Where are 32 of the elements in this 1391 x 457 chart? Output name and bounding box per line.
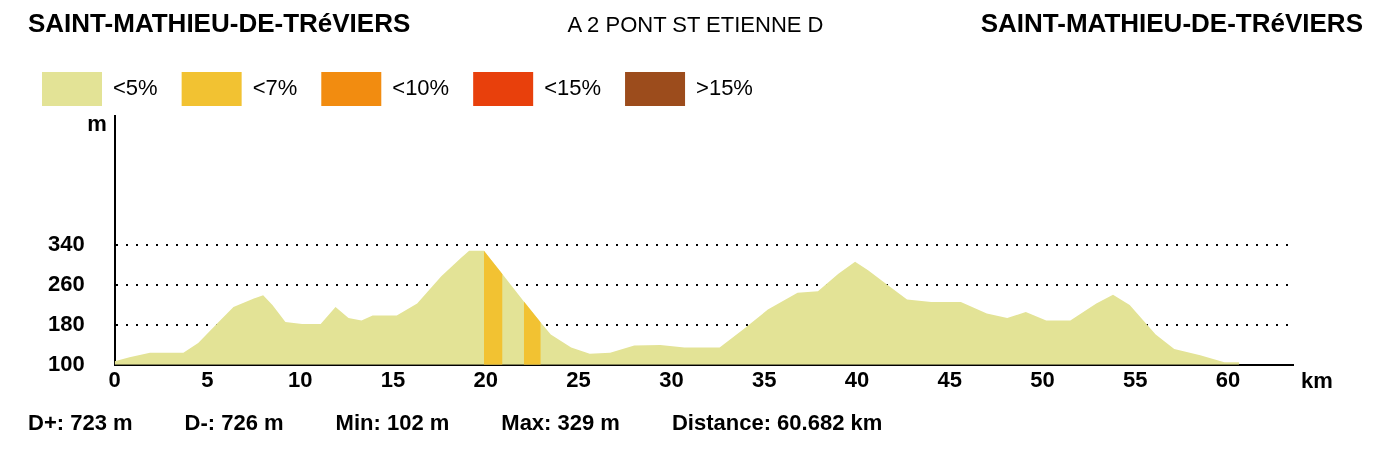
x-tick-label: 10 (288, 367, 313, 393)
legend-label: <7% (252, 75, 298, 101)
y-tick-label: 260 (47, 271, 85, 297)
x-tick-label: 20 (473, 367, 499, 393)
x-tick-label: 0 (108, 367, 121, 393)
legend-label: >15% (696, 75, 753, 101)
legend-label: <15% (544, 75, 602, 101)
x-tick-label: 5 (201, 367, 214, 393)
x-tick-label: 30 (659, 367, 684, 393)
text: D-: 726 m (184, 410, 284, 436)
text: Distance: 60.682 km (671, 410, 883, 436)
y-tick-label: 100 (47, 350, 85, 376)
y-axis-title: m (87, 111, 107, 137)
y-tick-label: 340 (47, 231, 85, 257)
x-tick-label: 60 (1215, 367, 1241, 393)
text: Min: 102 m (335, 410, 450, 436)
x-tick-label: 15 (380, 367, 406, 393)
chart-title: SAINT-MATHIEU-DE-TRéVIERS (28, 8, 411, 39)
legend-label: <5% (113, 75, 158, 101)
x-tick-label: 50 (1030, 367, 1055, 393)
x-tick-label: 55 (1123, 367, 1148, 393)
chart-subtitle: A 2 PONT ST ETIENNE D (567, 12, 824, 38)
x-axis-title: km (1301, 367, 1333, 393)
x-tick-label: 40 (844, 367, 870, 393)
legend-label: <10% (392, 75, 450, 101)
text: SAINT-MATHIEU-DE-TRéVIERS (980, 8, 1363, 39)
x-tick-label: 45 (937, 367, 962, 393)
x-tick-label: 25 (566, 367, 591, 393)
y-tick-label: 180 (47, 311, 85, 337)
text: Max: 329 m (501, 410, 620, 436)
x-tick-label: 35 (751, 367, 777, 393)
text: D+: 723 m (28, 410, 133, 436)
